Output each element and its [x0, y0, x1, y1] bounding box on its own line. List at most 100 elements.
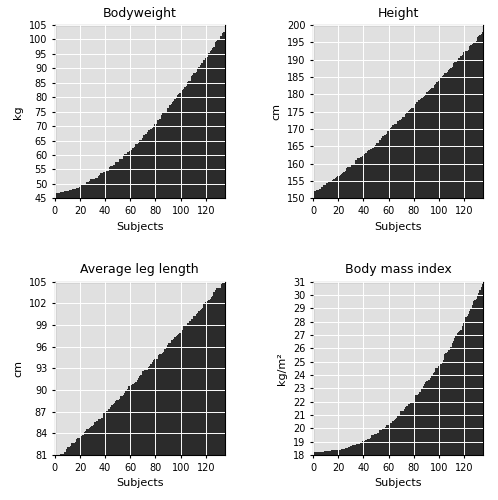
- Bar: [144, 135, 145, 198]
- Bar: [473, 302, 474, 455]
- Bar: [467, 316, 468, 455]
- Bar: [117, 162, 118, 198]
- Bar: [143, 136, 144, 198]
- Bar: [136, 380, 138, 455]
- Bar: [220, 288, 221, 455]
- Bar: [351, 446, 352, 455]
- Bar: [72, 189, 74, 198]
- Bar: [371, 149, 373, 198]
- Bar: [360, 442, 361, 455]
- Bar: [192, 318, 193, 455]
- Bar: [131, 148, 133, 198]
- Bar: [421, 390, 423, 455]
- Bar: [423, 97, 424, 198]
- Bar: [74, 443, 75, 455]
- Bar: [55, 455, 56, 458]
- Bar: [415, 395, 416, 455]
- Bar: [86, 182, 88, 198]
- Bar: [147, 132, 148, 198]
- Bar: [336, 177, 337, 199]
- Bar: [317, 190, 318, 198]
- Bar: [336, 450, 337, 455]
- Bar: [162, 352, 163, 455]
- Bar: [395, 124, 396, 198]
- Bar: [163, 112, 164, 198]
- Bar: [426, 382, 428, 455]
- Bar: [215, 42, 216, 198]
- Bar: [122, 396, 123, 455]
- Bar: [469, 311, 471, 455]
- Bar: [70, 190, 71, 198]
- Bar: [206, 301, 207, 455]
- X-axis label: Subjects: Subjects: [116, 478, 163, 488]
- Bar: [385, 428, 386, 455]
- Bar: [219, 288, 220, 455]
- Bar: [160, 115, 162, 198]
- Bar: [196, 314, 197, 455]
- Bar: [186, 86, 187, 198]
- Bar: [172, 340, 173, 455]
- Bar: [140, 376, 141, 455]
- Bar: [352, 445, 354, 455]
- Bar: [203, 303, 205, 455]
- Bar: [390, 128, 391, 198]
- Bar: [463, 52, 464, 199]
- Bar: [141, 371, 143, 455]
- Bar: [418, 100, 419, 198]
- Bar: [148, 130, 149, 198]
- Bar: [187, 322, 188, 455]
- Bar: [126, 389, 128, 455]
- Bar: [90, 180, 91, 199]
- Bar: [314, 452, 316, 455]
- Bar: [109, 167, 110, 198]
- Bar: [391, 422, 392, 455]
- Bar: [167, 345, 168, 455]
- Bar: [324, 184, 326, 198]
- Bar: [338, 176, 340, 199]
- Bar: [159, 354, 160, 455]
- Bar: [346, 448, 347, 455]
- Bar: [215, 290, 216, 455]
- Bar: [60, 454, 61, 455]
- Bar: [148, 367, 149, 455]
- Bar: [323, 452, 324, 455]
- Bar: [173, 101, 174, 198]
- Bar: [397, 416, 399, 455]
- Bar: [331, 181, 332, 198]
- Bar: [376, 434, 377, 455]
- Bar: [355, 160, 356, 198]
- Bar: [64, 452, 65, 455]
- Bar: [216, 288, 217, 455]
- Bar: [135, 382, 136, 455]
- Bar: [91, 426, 93, 455]
- Bar: [83, 434, 84, 455]
- Bar: [119, 159, 120, 198]
- Bar: [198, 312, 200, 455]
- Bar: [366, 152, 367, 198]
- Bar: [362, 440, 364, 455]
- Bar: [412, 402, 414, 455]
- Bar: [324, 452, 326, 455]
- Title: Average leg length: Average leg length: [81, 264, 199, 276]
- Bar: [128, 152, 129, 198]
- Bar: [472, 305, 473, 455]
- Bar: [387, 131, 388, 198]
- Bar: [173, 339, 174, 455]
- Bar: [365, 153, 366, 198]
- Bar: [394, 124, 395, 198]
- Bar: [396, 124, 397, 198]
- Bar: [464, 51, 466, 199]
- Bar: [114, 164, 115, 198]
- Bar: [418, 394, 419, 455]
- Bar: [429, 90, 430, 198]
- Bar: [482, 284, 483, 455]
- Bar: [162, 113, 163, 198]
- Bar: [195, 316, 196, 455]
- Bar: [472, 44, 473, 199]
- Bar: [131, 384, 133, 455]
- Bar: [436, 368, 438, 455]
- Bar: [361, 442, 362, 455]
- Bar: [411, 108, 412, 198]
- Bar: [150, 364, 152, 455]
- Bar: [317, 452, 318, 455]
